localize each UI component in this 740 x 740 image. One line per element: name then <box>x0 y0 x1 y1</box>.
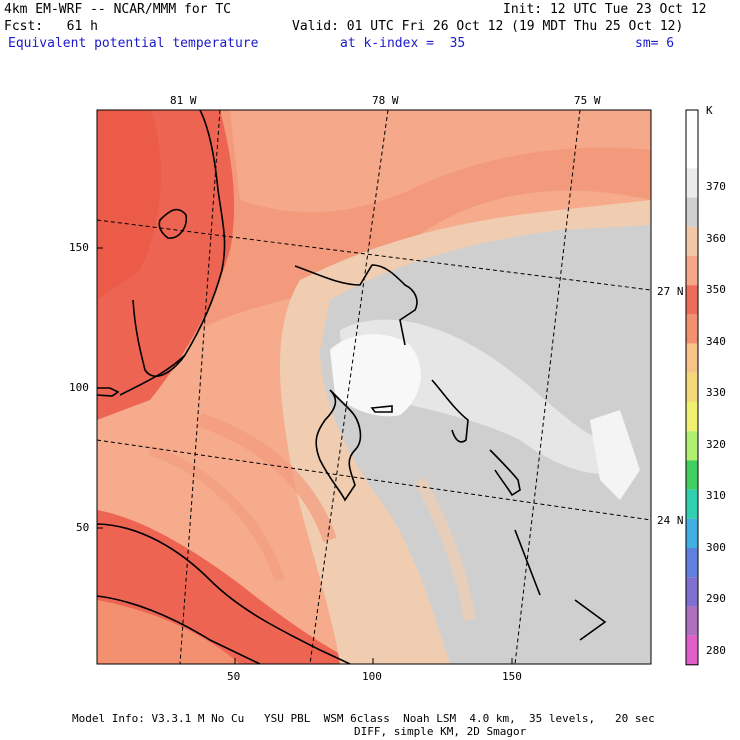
colorbar-label: 360 <box>706 231 726 245</box>
model-info-diff: DIFF, simple KM, 2D Smagor <box>354 725 527 738</box>
colorbar-swatch <box>686 372 698 402</box>
coastlines <box>97 110 607 664</box>
colorbar-swatch <box>686 256 698 286</box>
colorbar-swatch <box>686 635 698 665</box>
colorbar-swatch <box>686 197 698 227</box>
latlon-grid <box>97 110 651 664</box>
colorbar-swatch <box>686 606 698 636</box>
colorbar-label: 300 <box>706 540 726 554</box>
x-tick-50: 50 <box>227 670 241 683</box>
lon-label-75w: 75 W <box>574 94 601 107</box>
field-name: Equivalent potential temperature <box>8 36 259 51</box>
colorbar-label: 310 <box>706 489 726 502</box>
x-tick-150: 150 <box>502 670 522 683</box>
colorbar-swatch <box>686 489 698 519</box>
colorbar-label: 320 <box>706 437 726 451</box>
lon-label-81w: 81 W <box>170 94 197 107</box>
colorbar-label: 290 <box>706 592 726 605</box>
x-tick-100: 100 <box>362 670 382 683</box>
y-tick-50: 50 <box>76 521 90 534</box>
colorbar-swatch <box>686 285 698 315</box>
lat-label-27n: 27 N <box>657 285 684 298</box>
colorbar-swatch <box>686 518 698 548</box>
model-info: Model Info: V3.3.1 M No Cu YSU PBL WSM 6… <box>72 712 655 725</box>
colorbar-label: 330 <box>706 386 726 399</box>
k-index: at k-index = 35 <box>340 36 466 51</box>
colorbar-swatch <box>686 548 698 578</box>
colorbar-swatch <box>686 343 698 373</box>
smoothing: sm= 6 <box>635 36 675 51</box>
colorbar-swatch <box>686 139 698 169</box>
colorbar-swatch <box>686 577 698 607</box>
colorbar-frame <box>685 109 699 666</box>
colorbar-swatch <box>686 226 698 256</box>
colorbar-label: 340 <box>706 334 726 348</box>
colorbar-swatch <box>686 110 698 140</box>
init-time: Init: 12 UTC Tue 23 Oct 12 <box>503 2 707 17</box>
colorbar-swatch <box>686 402 698 432</box>
valid-time: Valid: 01 UTC Fri 26 Oct 12 (19 MDT Thu … <box>292 19 684 34</box>
colorbar-swatch <box>686 431 698 461</box>
colorbar-unit: K <box>706 104 713 117</box>
forecast-hour: Fcst: 61 h <box>4 19 98 34</box>
colorbar <box>685 109 699 666</box>
colorbar-swatch <box>686 314 698 344</box>
lon-label-78w: 78 W <box>372 94 399 107</box>
model-title: 4km EM-WRF -- NCAR/MMM for TC <box>4 2 231 17</box>
lat-label-24n: 24 N <box>657 514 684 527</box>
theta-e-field <box>97 110 651 664</box>
frame-ticks <box>97 247 513 664</box>
colorbar-label: 370 <box>706 180 726 193</box>
y-tick-100: 100 <box>69 381 89 394</box>
colorbar-swatch <box>686 460 698 490</box>
colorbar-swatch <box>686 168 698 198</box>
colorbar-label: 280 <box>706 643 726 657</box>
colorbar-label: 350 <box>706 283 726 296</box>
plot-frame <box>96 109 652 665</box>
y-tick-150: 150 <box>69 241 89 254</box>
